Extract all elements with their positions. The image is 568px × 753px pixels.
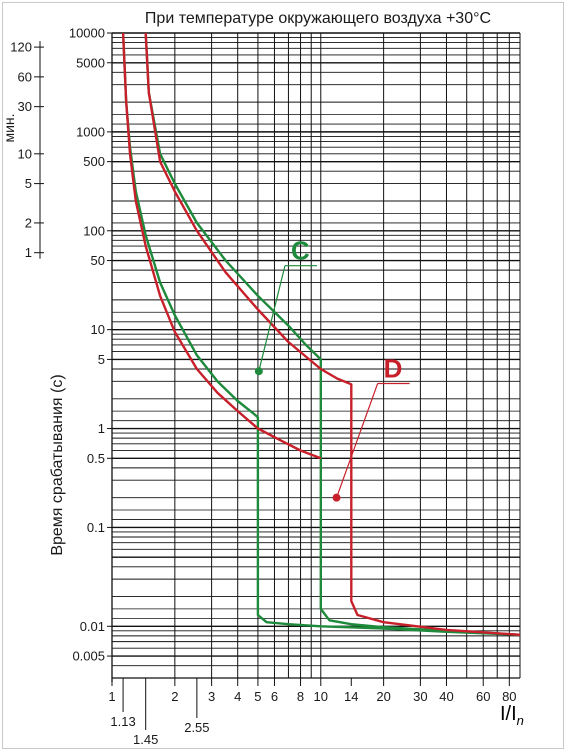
y-tick-label: 5 [98,352,105,367]
x-tick-label: 5 [254,689,261,704]
minutes-tick-label: 60 [18,69,32,84]
y-tick-label: 10000 [69,26,105,41]
y-tick-label: 0.5 [87,451,105,466]
x-axis-label-sub: n [517,713,524,728]
minutes-tick-label: 120 [10,40,32,55]
x-subtick-label: 1.13 [110,714,135,729]
y-tick-label: 5000 [76,55,105,70]
minutes-tick-label: 5 [25,176,32,191]
x-axis-label: I/In [500,703,524,728]
x-tick-label: 4 [234,689,241,704]
minutes-axis-label: мин. [1,113,17,142]
series-d-curve [144,32,521,636]
series-d-curve [121,32,322,460]
minutes-tick-label: 1 [25,245,32,260]
series-c-curve [144,32,521,636]
series-c-marker [254,367,263,376]
series-d-label: D [384,354,403,384]
y-axis-label: Время срабатывания (с) [49,374,66,555]
minutes-tick-label: 30 [18,99,32,114]
x-tick-label: 8 [297,689,304,704]
y-tick-label: 500 [83,154,105,169]
series-c-label: C [291,236,310,266]
x-tick-label: 6 [271,689,278,704]
x-tick-label: 40 [439,689,453,704]
x-tick-label: 3 [208,689,215,704]
y-tick-label: 1000 [76,124,105,139]
y-tick-label: 0.01 [80,619,105,634]
x-tick-label: 1 [108,689,115,704]
x-tick-label: 2 [171,689,178,704]
series-curves [121,32,521,636]
minutes-tick-label: 10 [18,146,32,161]
chart-marks: 10000 5000 1000 500 100 50 10 5 1 0.5 0.1 0.01 0.005… [1,26,517,748]
x-tick-label: 10 [314,689,328,704]
x-tick-label: 30 [413,689,427,704]
y-tick-label: 10 [91,322,105,337]
x-subtick-label: 1.45 [133,732,158,747]
grid [111,32,521,682]
x-tick-label: 80 [502,689,516,704]
series-d-marker [332,493,341,502]
x-axis-label-main: I/I [500,703,517,725]
series-c-leader [258,265,286,372]
y-tick-label: 50 [91,253,105,268]
y-tick-label: 0.005 [72,649,105,664]
x-tick-label: 14 [344,689,358,704]
series-callouts: CD [254,236,410,502]
chart-title: При температуре окружающего воздуха +30°… [145,10,491,27]
x-tick-label: 20 [376,689,390,704]
y-tick-label: 1 [98,421,105,436]
x-tick-label: 60 [476,689,490,704]
x-subtick-label: 2.55 [184,720,209,735]
minutes-tick-label: 2 [25,215,32,230]
series-d-leader [335,383,379,498]
y-tick-label: 0.1 [87,520,105,535]
y-tick-label: 100 [83,223,105,238]
